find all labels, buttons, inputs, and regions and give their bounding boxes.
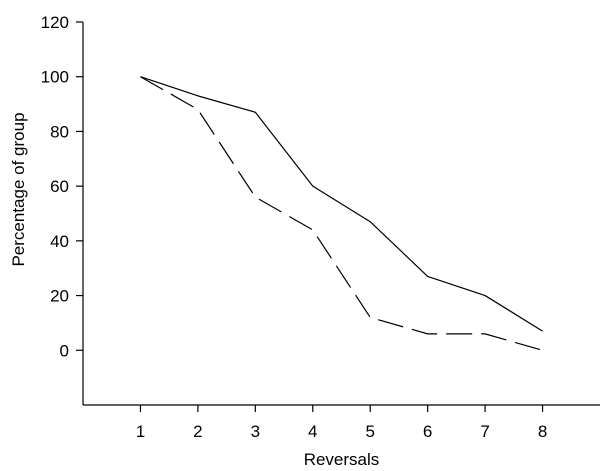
series-group xyxy=(140,76,543,351)
x-tick-label: 7 xyxy=(480,422,489,441)
y-tick-label: 40 xyxy=(50,232,69,251)
y-tick-label: 60 xyxy=(50,177,69,196)
axes xyxy=(82,22,600,406)
y-tick-label: 100 xyxy=(41,68,69,87)
x-tick-label: 5 xyxy=(365,422,374,441)
y-ticks: 0 20 40 60 80 100 120 xyxy=(41,13,83,360)
y-tick-label: 120 xyxy=(41,13,69,32)
x-tick-label: 2 xyxy=(193,422,202,441)
x-tick-label: 4 xyxy=(308,422,317,441)
y-tick-label: 0 xyxy=(60,341,69,360)
x-axis-title: Reversals xyxy=(304,450,380,469)
x-tick-label: 8 xyxy=(538,422,547,441)
x-ticks: 1 2 3 4 5 6 7 8 xyxy=(136,405,547,441)
series-line-dashed xyxy=(140,76,543,351)
x-tick-label: 1 xyxy=(136,422,145,441)
series-line-solid xyxy=(140,76,543,332)
y-tick-label: 80 xyxy=(50,122,69,141)
y-tick-label: 20 xyxy=(50,287,69,306)
y-axis-title: Percentage of group xyxy=(9,112,28,266)
x-tick-label: 6 xyxy=(423,422,432,441)
x-tick-label: 3 xyxy=(251,422,260,441)
